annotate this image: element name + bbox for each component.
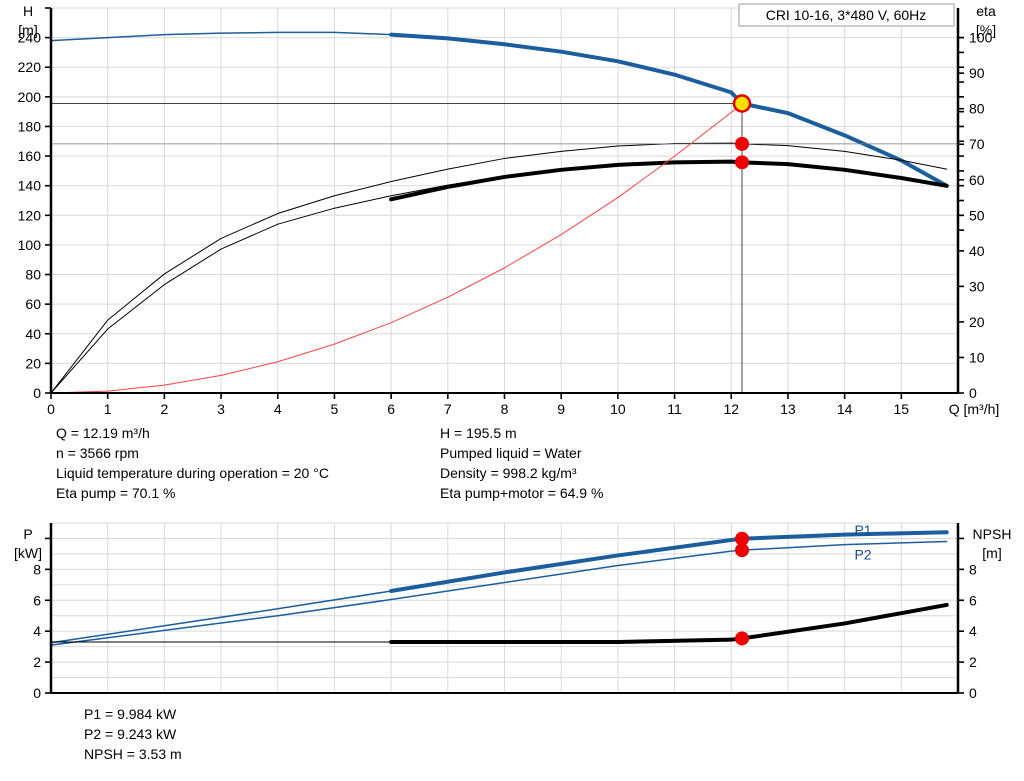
tick-label-flow: 14 <box>837 401 853 417</box>
tick-label-flow: 1 <box>104 401 112 417</box>
head-efficiency-chart: 0 20 40 60 80 100 120 140 160 180 200 220 240 0 10 20 30… <box>18 3 1000 417</box>
info-eta-pump-motor: Eta pump+motor = 64.9 % <box>440 485 604 501</box>
curve-label-p2: P2 <box>854 547 871 563</box>
tick-label-flow: 10 <box>610 401 626 417</box>
tick-label-power: 4 <box>33 623 41 639</box>
power-npsh-chart-svg: P1 P2 0 2 4 6 8 0 2 4 6 8 P [kW] NPSH [m] <box>14 522 1012 701</box>
tick-label-eta: 0 <box>969 385 977 401</box>
tick-label-eta: 10 <box>969 349 985 365</box>
axis-caption-eta-unit: [%] <box>976 22 996 38</box>
info-npsh: NPSH = 3.53 m <box>84 746 182 762</box>
curve-label-p1: P1 <box>854 522 871 538</box>
tick-label-npsh: 0 <box>969 685 977 701</box>
tick-label-head: 100 <box>18 237 42 253</box>
duty-point-marker-eta-pump-motor[interactable] <box>735 155 750 170</box>
duty-point-marker-eta-pump[interactable] <box>735 136 750 151</box>
tick-label-npsh: 2 <box>969 654 977 670</box>
tick-label-head: 0 <box>33 385 41 401</box>
tick-label-power: 6 <box>33 592 41 608</box>
tick-label-head: 80 <box>25 267 41 283</box>
tick-label-head: 200 <box>18 89 42 105</box>
curve-eta-2 <box>50 142 948 394</box>
tick-label-flow: 11 <box>667 401 682 417</box>
tick-label-flow: 8 <box>501 401 509 417</box>
tick-label-head: 220 <box>18 59 42 75</box>
tick-label-flow: 7 <box>444 401 452 417</box>
tick-label-npsh: 4 <box>969 623 977 639</box>
duty-point-marker-npsh[interactable] <box>735 631 750 646</box>
info-eta-pump: Eta pump = 70.1 % <box>56 485 176 501</box>
tick-label-eta: 50 <box>969 207 985 223</box>
tick-label-head: 40 <box>25 326 41 342</box>
head-efficiency-chart-svg: 0204060801001201401601802002202400102030… <box>18 3 1000 417</box>
axis-caption-eta: eta <box>976 3 996 19</box>
power-info-block: P1 = 9.984 kW P2 = 9.243 kW NPSH = 3.53 … <box>84 704 182 764</box>
tick-label-flow: 4 <box>274 401 282 417</box>
tick-label-eta: 100 <box>969 30 993 46</box>
tick-label-head: 120 <box>18 207 42 223</box>
tick-label-npsh: 8 <box>969 561 977 577</box>
duty-point-info-right: H = 195.5 m Pumped liquid = Water Densit… <box>440 423 603 503</box>
info-density: Density = 998.2 kg/m³ <box>440 465 577 481</box>
tick-label-eta: 90 <box>969 65 985 81</box>
tick-label-head: 240 <box>18 30 42 46</box>
tick-label-eta: 70 <box>969 136 985 152</box>
info-q: Q = 12.19 m³/h <box>56 425 150 441</box>
curve-npsh-thin-full-range <box>50 604 948 643</box>
curve-p2 <box>50 540 948 646</box>
tick-label-flow: 15 <box>894 401 910 417</box>
tick-label-head: 60 <box>25 296 41 312</box>
tick-label-head: 20 <box>25 355 41 371</box>
duty-point-marker-p1[interactable] <box>735 531 750 546</box>
info-liquid: Pumped liquid = Water <box>440 445 582 461</box>
tick-label-power: 8 <box>33 561 41 577</box>
tick-label-eta: 80 <box>969 101 985 117</box>
tick-label-flow: 2 <box>160 401 168 417</box>
curve-head-0 <box>50 31 948 187</box>
tick-label-flow: 13 <box>780 401 796 417</box>
curve-eta-4 <box>50 161 948 394</box>
axis-caption-power-unit: [kW] <box>14 545 42 561</box>
tick-label-eta: 40 <box>969 243 985 259</box>
axis-caption-head: H <box>23 3 33 19</box>
pump-model-title: CRI 10-16, 3*480 V, 60Hz <box>766 7 927 23</box>
tick-label-flow: 6 <box>387 401 395 417</box>
tick-label-head: 180 <box>18 118 42 134</box>
power-npsh-chart: P1 P2 0 2 4 6 8 0 2 4 6 8 P [kW] NPSH [m] <box>0 515 1024 705</box>
duty-point-marker-head[interactable] <box>732 94 752 113</box>
info-n: n = 3566 rpm <box>56 445 139 461</box>
curve-p1-thick-operating-range <box>389 530 949 593</box>
tick-label-flow: 12 <box>723 401 739 417</box>
duty-point-marker-p2[interactable] <box>735 543 750 558</box>
tick-label-eta: 20 <box>969 314 985 330</box>
tick-label-flow: 0 <box>47 401 55 417</box>
info-p1: P1 = 9.984 kW <box>84 706 177 722</box>
axis-label-flow: Q [m³/h] <box>949 401 1000 417</box>
info-temp: Liquid temperature during operation = 20… <box>56 465 329 481</box>
duty-point-info-left: Q = 12.19 m³/h n = 3566 rpm Liquid tempe… <box>56 423 329 503</box>
axis-caption-npsh-unit: [m] <box>982 545 1001 561</box>
tick-label-eta: 30 <box>969 278 985 294</box>
axis-caption-head-unit: [m] <box>18 22 37 38</box>
tick-label-power: 0 <box>33 685 41 701</box>
tick-label-flow: 5 <box>331 401 339 417</box>
info-p2: P2 = 9.243 kW <box>84 726 177 742</box>
tick-label-eta: 60 <box>969 172 985 188</box>
tick-label-flow: 9 <box>557 401 565 417</box>
axis-caption-power: P <box>23 526 32 542</box>
tick-label-power: 2 <box>33 654 41 670</box>
tick-label-head: 140 <box>18 178 42 194</box>
curve-head-1 <box>389 32 949 188</box>
tick-label-head: 160 <box>18 148 42 164</box>
title-box <box>738 3 955 27</box>
info-h: H = 195.5 m <box>440 425 517 441</box>
curve-npsh-thick-operating-range <box>389 602 949 644</box>
axis-caption-npsh: NPSH <box>973 526 1012 542</box>
tick-label-flow: 3 <box>217 401 225 417</box>
tick-label-npsh: 6 <box>969 592 977 608</box>
curve-head-5 <box>50 103 743 394</box>
